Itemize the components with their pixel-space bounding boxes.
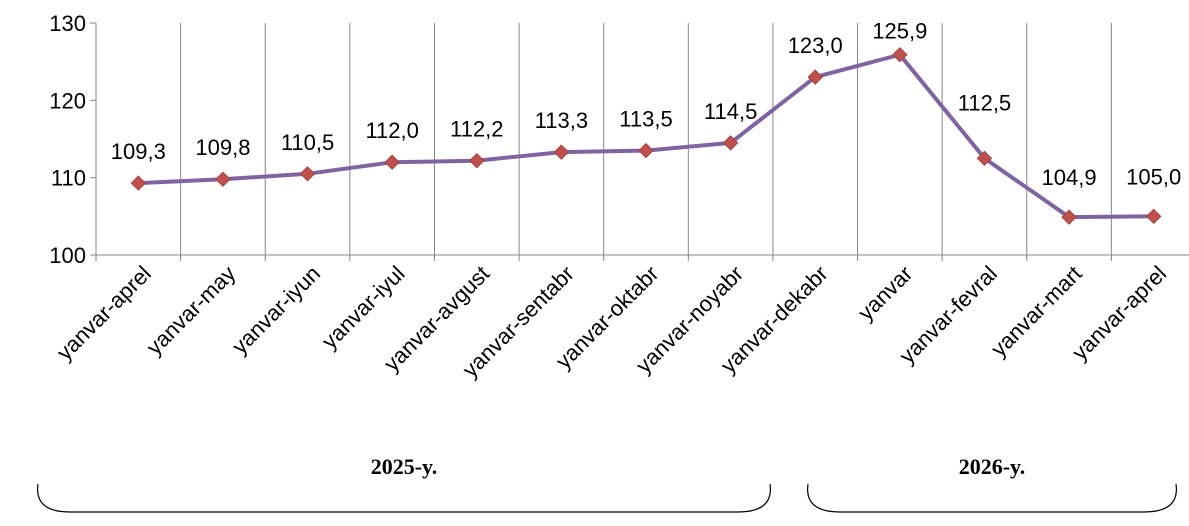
x-tick-labels: yanvar-aprelyanvar-mayyanvar-iyunyanvar-… <box>52 261 1172 382</box>
data-point <box>215 171 231 187</box>
data-point <box>638 142 654 159</box>
data-point <box>553 144 570 160</box>
year-groups: 2025-y. 2026-y. <box>37 454 1177 513</box>
data-label: 125,9 <box>872 19 927 44</box>
group-label-2026: 2026-y. <box>959 454 1026 479</box>
x-tick-label: yanvar-iyun <box>227 261 325 359</box>
data-label: 123,0 <box>788 33 843 58</box>
group-brace-2025 <box>37 483 771 513</box>
data-point <box>722 135 739 151</box>
data-label: 104,9 <box>1042 165 1097 190</box>
data-point <box>130 175 147 191</box>
x-tick-label: yanvar <box>853 261 917 325</box>
data-label: 110,5 <box>281 130 334 155</box>
series <box>130 46 1162 225</box>
data-label: 114,5 <box>704 99 757 124</box>
data-label: 109,8 <box>195 135 250 160</box>
data-point <box>807 69 823 85</box>
data-label: 112,0 <box>365 118 418 143</box>
data-point <box>976 150 993 167</box>
data-point <box>299 166 316 182</box>
data-label: 105,0 <box>1126 164 1181 189</box>
axes <box>90 22 1189 261</box>
y-tick-labels: 100 110 120 130 <box>49 11 86 268</box>
data-point <box>892 46 908 63</box>
x-tick-label: yanvar-iyul <box>317 261 410 354</box>
data-label: 112,2 <box>450 117 503 142</box>
data-labels: 109,3 109,8 110,5 112,0 112,2 113,3 113,5 114,5… <box>111 19 1181 190</box>
y-tick-label: 120 <box>49 88 86 113</box>
data-label: 112,5 <box>958 90 1011 115</box>
y-tick-label: 100 <box>49 243 86 268</box>
gridlines <box>180 23 1112 255</box>
y-tick-label: 130 <box>49 11 86 36</box>
data-label: 109,3 <box>111 139 166 164</box>
data-label: 113,5 <box>619 107 672 132</box>
x-tick-label: yanvar-aprel <box>52 261 156 365</box>
data-point <box>1145 208 1162 225</box>
y-tick-label: 110 <box>51 166 86 191</box>
group-label-2025: 2025-y. <box>371 454 438 479</box>
data-point <box>1061 209 1077 225</box>
group-brace-2026 <box>807 483 1177 513</box>
data-point <box>469 152 485 169</box>
data-label: 113,3 <box>535 108 588 133</box>
data-point <box>384 154 400 170</box>
x-tick-label: yanvar-may <box>142 261 241 360</box>
